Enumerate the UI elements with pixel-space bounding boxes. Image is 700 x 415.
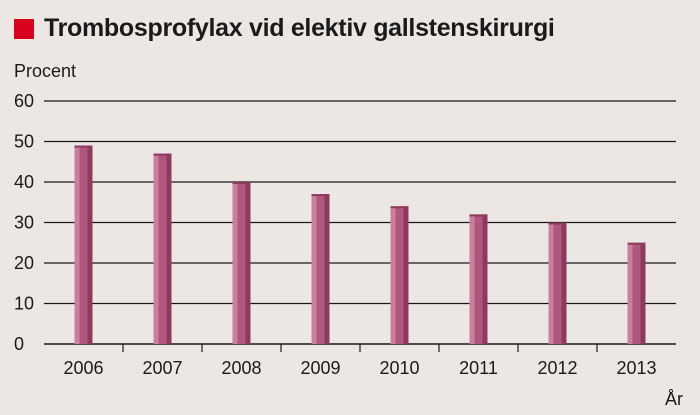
bar-cap — [469, 214, 488, 217]
bar-cap — [390, 206, 409, 209]
bar-highlight — [232, 182, 238, 344]
chart-title: Trombosprofylax vid elektiv gallstenskir… — [44, 14, 555, 42]
y-tick-label: 30 — [14, 213, 34, 233]
bar-highlight — [548, 222, 554, 344]
bar-cap — [627, 242, 646, 245]
y-tick-label: 10 — [14, 294, 34, 314]
x-tick-label: 2008 — [221, 358, 261, 378]
y-tick-label: 60 — [14, 91, 34, 111]
bar-shade — [482, 214, 488, 344]
bar-shade — [245, 182, 251, 344]
x-tick-label: 2010 — [379, 358, 419, 378]
y-tick-label: 0 — [14, 334, 24, 354]
bar — [74, 145, 93, 344]
y-tick-label: 20 — [14, 253, 34, 273]
bar-shade — [324, 194, 330, 344]
bar-highlight — [627, 242, 633, 344]
x-tick-label: 2007 — [142, 358, 182, 378]
bar — [153, 153, 172, 344]
x-axis-label: År — [665, 389, 683, 409]
bar — [627, 242, 646, 344]
x-tick-label: 2012 — [537, 358, 577, 378]
bar — [548, 222, 567, 344]
y-tick-label: 40 — [14, 172, 34, 192]
x-tick-label: 2011 — [459, 358, 498, 378]
x-tick-label: 2006 — [63, 358, 103, 378]
bar-shade — [640, 242, 646, 344]
chart-title-row: Trombosprofylax vid elektiv gallstenskir… — [14, 14, 555, 43]
bar-cap — [74, 145, 93, 148]
bar-highlight — [390, 206, 396, 344]
bar-shade — [87, 145, 93, 344]
bar-shade — [403, 206, 409, 344]
bar-cap — [232, 182, 251, 184]
y-axis-label: Procent — [14, 61, 76, 81]
bar-highlight — [311, 194, 317, 344]
bar-cap — [311, 194, 330, 197]
x-tick-label: 2013 — [616, 358, 656, 378]
bar-highlight — [469, 214, 475, 344]
bar-cap — [548, 222, 567, 225]
bar — [469, 214, 488, 344]
bar-highlight — [74, 145, 80, 344]
bar — [390, 206, 409, 344]
title-marker-icon — [14, 18, 34, 39]
bar-shade — [561, 222, 567, 344]
bar-highlight — [153, 153, 159, 344]
bar-shade — [166, 153, 172, 344]
bar — [311, 194, 330, 344]
x-tick-label: 2009 — [300, 358, 340, 378]
y-tick-label: 50 — [14, 132, 34, 152]
bar — [232, 182, 251, 344]
bar-cap — [153, 153, 172, 156]
